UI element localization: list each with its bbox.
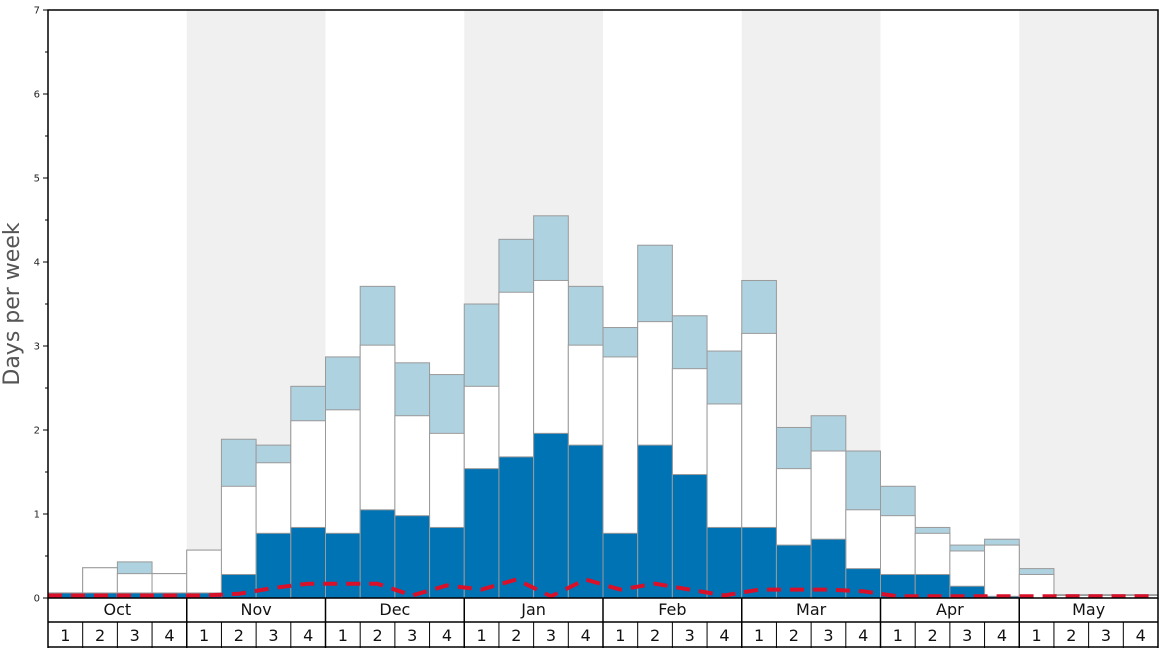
y-tick-label: 2 bbox=[34, 426, 40, 437]
dark-bar-15 bbox=[533, 432, 569, 599]
week-label: 4 bbox=[858, 626, 868, 645]
week-label: 1 bbox=[60, 626, 70, 645]
week-label: 3 bbox=[130, 626, 140, 645]
y-axis-label: Days per week bbox=[0, 222, 25, 385]
week-label: 2 bbox=[1066, 626, 1076, 645]
week-label: 3 bbox=[407, 626, 417, 645]
plot-border bbox=[47, 9, 1159, 599]
dark-bar-8 bbox=[290, 526, 326, 599]
week-label: 4 bbox=[164, 626, 174, 645]
week-label: 2 bbox=[511, 626, 521, 645]
y-tick-label: 0 bbox=[34, 594, 40, 605]
line-layer bbox=[48, 577, 1158, 599]
y-tick-label: 4 bbox=[34, 258, 40, 269]
y-tick-label: 3 bbox=[34, 342, 40, 353]
week-label: 4 bbox=[303, 626, 313, 645]
week-label: 4 bbox=[997, 626, 1007, 645]
y-tick-label: 1 bbox=[34, 510, 40, 521]
week-label: 3 bbox=[546, 626, 556, 645]
dark-bar-20 bbox=[706, 526, 743, 599]
week-label: 1 bbox=[1032, 626, 1042, 645]
dark-bar-24 bbox=[845, 568, 881, 599]
month-label-mar: Mar bbox=[796, 600, 827, 619]
y-tick-label: 6 bbox=[34, 90, 40, 101]
dark-bar-16 bbox=[567, 444, 604, 599]
week-label: 4 bbox=[1136, 626, 1146, 645]
dark-bar-11 bbox=[394, 515, 431, 599]
week-label: 2 bbox=[372, 626, 382, 645]
week-label: 4 bbox=[719, 626, 729, 645]
y-tick-label: 5 bbox=[34, 174, 40, 185]
white-bar-5 bbox=[186, 549, 222, 599]
week-label: 4 bbox=[442, 626, 452, 645]
month-label-apr: Apr bbox=[936, 600, 964, 619]
month-label-oct: Oct bbox=[104, 600, 132, 619]
week-label: 2 bbox=[234, 626, 244, 645]
dark-bar-9 bbox=[325, 532, 361, 599]
week-label: 1 bbox=[893, 626, 903, 645]
week-label: 1 bbox=[615, 626, 625, 645]
week-label: 1 bbox=[477, 626, 487, 645]
week-label: 3 bbox=[823, 626, 833, 645]
y-tick-label: 7 bbox=[34, 6, 40, 17]
y-axis: 0 1 2 3 4 5 6 7 bbox=[34, 6, 48, 605]
week-label: 3 bbox=[685, 626, 695, 645]
white-bar-28 bbox=[984, 544, 1020, 599]
dark-bar-21 bbox=[741, 526, 777, 599]
dashed-series-line bbox=[48, 577, 1158, 599]
month-label-dec: Dec bbox=[379, 600, 410, 619]
week-label: 1 bbox=[338, 626, 348, 645]
month-label-may: May bbox=[1072, 600, 1105, 619]
week-label: 2 bbox=[927, 626, 937, 645]
bar-layer bbox=[47, 215, 1159, 599]
month-label-jan: Jan bbox=[520, 600, 546, 619]
dark-bar-19 bbox=[671, 474, 708, 599]
dark-bar-18 bbox=[637, 444, 673, 599]
week-label: 1 bbox=[199, 626, 209, 645]
month-label-nov: Nov bbox=[241, 600, 272, 619]
month-label-feb: Feb bbox=[658, 600, 686, 619]
week-label: 2 bbox=[789, 626, 799, 645]
week-label: 3 bbox=[962, 626, 972, 645]
week-label: 2 bbox=[95, 626, 105, 645]
week-label: 1 bbox=[754, 626, 764, 645]
week-label: 3 bbox=[268, 626, 278, 645]
month-shade-may bbox=[1019, 10, 1158, 598]
dark-bar-14 bbox=[498, 456, 535, 599]
week-label: 2 bbox=[650, 626, 660, 645]
x-axis: Oct 1 2 3 4 Nov 1 2 3 4 Dec 1 2 3 4 Jan 1 2 3 4 Feb 1 2 3 4 Mar 1 2… bbox=[47, 598, 1159, 648]
week-label: 3 bbox=[1101, 626, 1111, 645]
dark-bar-13 bbox=[463, 468, 500, 599]
week-label: 4 bbox=[581, 626, 591, 645]
